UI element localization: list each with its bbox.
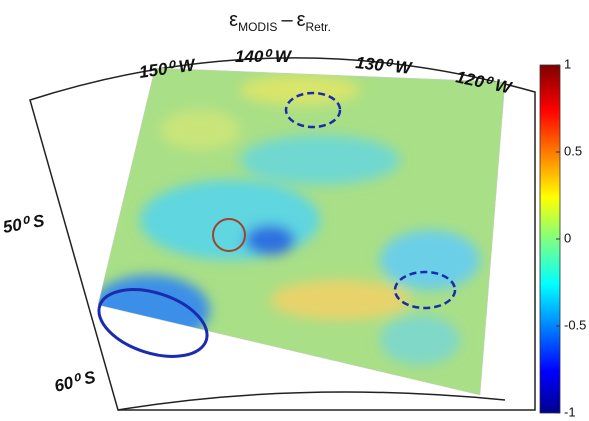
colorbar-tick-label: -0.5 [564, 317, 586, 332]
longitude-label: 130⁰ W [355, 53, 415, 78]
longitude-label: 140⁰ W [235, 47, 293, 66]
latitude-label: 60⁰ S [52, 367, 98, 396]
latitude-label: 50⁰ S [1, 211, 46, 237]
map-frame-bottom [118, 392, 505, 410]
colorbar-tick-label: -1 [564, 404, 576, 419]
page: εMODIS–εRetr. 150⁰ W 140⁰ W 130⁰ W 120⁰ … [0, 0, 589, 421]
colorbar: 1 0.5 0 -0.5 -1 [540, 56, 586, 419]
data-field [90, 60, 510, 400]
colorbar-tick-label: 1 [564, 56, 571, 71]
colorbar-tick-label: 0.5 [564, 143, 582, 158]
colorbar-tick-label: 0 [564, 230, 571, 245]
title: εMODIS–εRetr. [229, 9, 331, 34]
map-figure: εMODIS–εRetr. 150⁰ W 140⁰ W 130⁰ W 120⁰ … [0, 0, 589, 421]
